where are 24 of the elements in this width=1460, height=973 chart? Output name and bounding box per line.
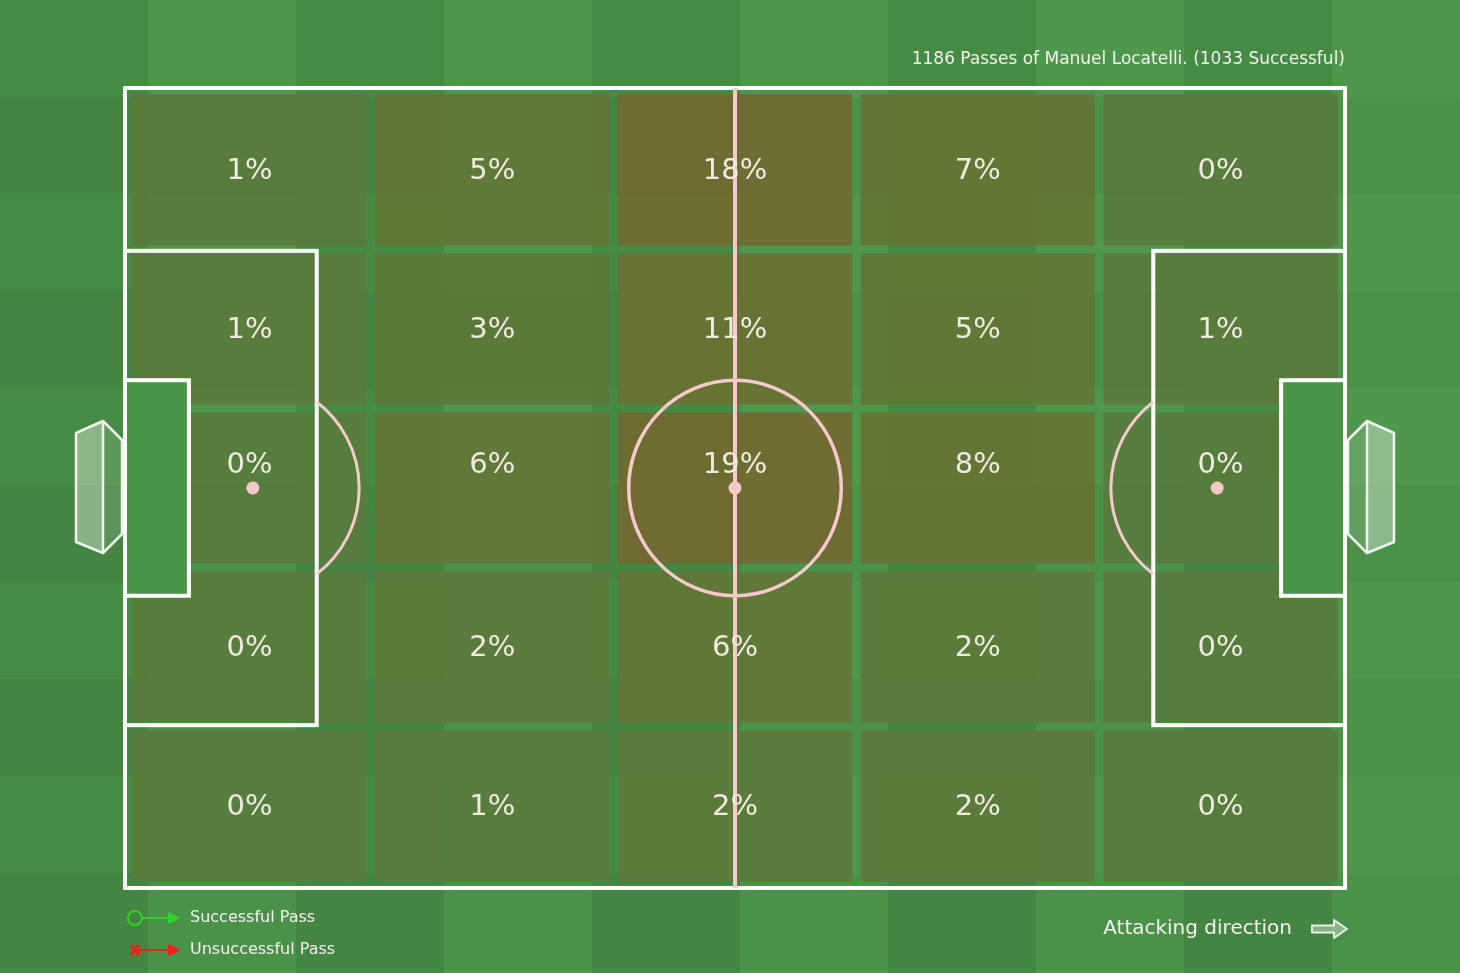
data-label: 0% (226, 788, 273, 823)
data-label: 0% (1197, 151, 1244, 186)
data-label: 1% (226, 151, 273, 186)
data-label: 8% (954, 446, 1001, 480)
data-label: 2% (469, 629, 516, 664)
data-label: 1% (1197, 310, 1244, 345)
data-label: 6% (469, 446, 516, 480)
data-label: 0% (226, 446, 273, 480)
data-label: 2% (954, 788, 1001, 823)
data-label: 5% (954, 310, 1001, 345)
data-label: 0% (1197, 629, 1244, 664)
data-label: 3% (469, 310, 516, 345)
text: Unsuccessful Pass (190, 939, 336, 959)
data-label: 0% (226, 629, 273, 664)
text: Attacking direction (1103, 915, 1292, 939)
data-label: 0% (1197, 446, 1244, 480)
data-label: 5% (469, 151, 516, 186)
chart-title: 1186 Passes of Manuel Locatelli. (1033 Successful) (911, 48, 1345, 68)
data-label: 1% (469, 788, 516, 823)
text: Successful Pass (190, 907, 316, 927)
data-label: 7% (954, 151, 1001, 186)
data-label: 0% (1197, 788, 1244, 823)
data-label: 1% (226, 310, 273, 345)
data-label: 2% (954, 629, 1001, 664)
